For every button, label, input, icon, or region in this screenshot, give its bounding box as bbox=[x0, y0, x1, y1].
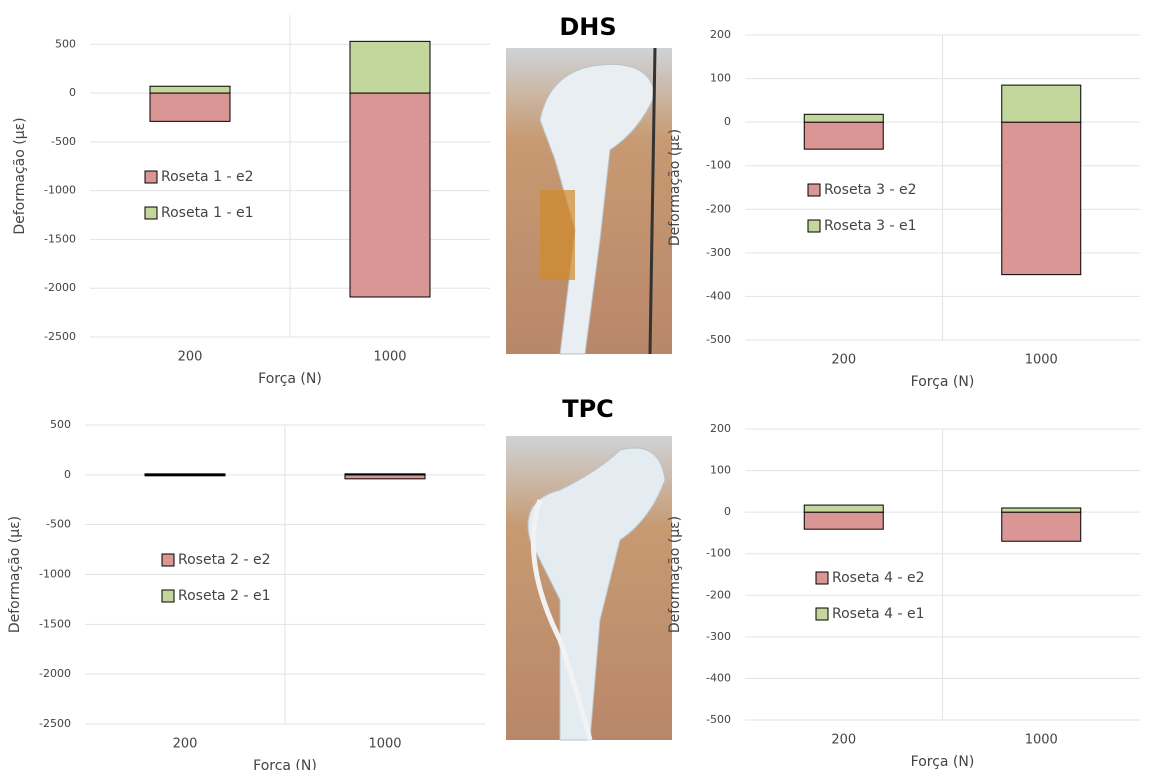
x-axis-label: Força (N) bbox=[253, 758, 317, 770]
x-tick-label: 1000 bbox=[1025, 353, 1058, 368]
y-axis-label: Deformação (µε) bbox=[12, 117, 28, 234]
bar-segment bbox=[150, 93, 230, 121]
legend-swatch bbox=[808, 184, 820, 196]
y-tick-label: -200 bbox=[706, 202, 731, 215]
bar-segment bbox=[1002, 122, 1081, 275]
y-tick-label: 500 bbox=[55, 37, 76, 50]
photo-tpc bbox=[506, 436, 672, 740]
legend-label: Roseta 3 - e1 bbox=[824, 218, 916, 234]
legend-label: Roseta 2 - e2 bbox=[178, 552, 270, 568]
y-tick-label: -300 bbox=[706, 630, 731, 643]
photo-dhs bbox=[506, 48, 672, 354]
x-axis-label: Força (N) bbox=[911, 754, 975, 770]
y-tick-label: 100 bbox=[710, 72, 731, 85]
bar-segment bbox=[1002, 508, 1081, 512]
legend-swatch bbox=[145, 207, 157, 219]
y-tick-label: -400 bbox=[706, 671, 731, 684]
bar-segment bbox=[345, 475, 425, 479]
x-axis-label: Força (N) bbox=[258, 371, 322, 387]
legend-swatch bbox=[162, 590, 174, 602]
bar-segment bbox=[350, 41, 430, 93]
legend-swatch bbox=[816, 608, 828, 620]
panel-label: TPC bbox=[562, 395, 614, 423]
legend-label: Roseta 4 - e2 bbox=[832, 570, 924, 586]
y-tick-label: -2500 bbox=[44, 330, 76, 343]
x-tick-label: 200 bbox=[831, 353, 856, 368]
y-tick-label: 0 bbox=[724, 115, 731, 128]
y-tick-label: -2000 bbox=[44, 281, 76, 294]
bar-segment bbox=[804, 512, 883, 529]
y-axis-label: Deformação (µε) bbox=[667, 516, 683, 633]
y-tick-label: 200 bbox=[710, 422, 731, 435]
legend-swatch bbox=[162, 554, 174, 566]
y-tick-label: -1000 bbox=[44, 184, 76, 197]
legend-swatch bbox=[145, 171, 157, 183]
x-tick-label: 200 bbox=[173, 737, 198, 752]
y-tick-label: 100 bbox=[710, 464, 731, 477]
y-tick-label: -500 bbox=[46, 518, 71, 531]
x-tick-label: 200 bbox=[178, 350, 203, 365]
y-tick-label: -400 bbox=[706, 289, 731, 302]
bar-segment bbox=[1002, 85, 1081, 122]
legend-label: Roseta 4 - e1 bbox=[832, 606, 924, 622]
x-axis-label: Força (N) bbox=[911, 374, 975, 390]
x-tick-label: 1000 bbox=[373, 350, 406, 365]
y-tick-label: -200 bbox=[706, 588, 731, 601]
legend-label: Roseta 1 - e2 bbox=[161, 169, 253, 185]
y-tick-label: 0 bbox=[69, 86, 76, 99]
panel-label: DHS bbox=[559, 13, 616, 41]
bar-segment bbox=[345, 474, 425, 475]
y-tick-label: -500 bbox=[706, 333, 731, 346]
y-axis-label: Deformação (µε) bbox=[667, 129, 683, 246]
legend-swatch bbox=[808, 220, 820, 232]
x-tick-label: 1000 bbox=[368, 737, 401, 752]
bar-segment bbox=[350, 93, 430, 297]
y-tick-label: -100 bbox=[706, 547, 731, 560]
legend-swatch bbox=[816, 572, 828, 584]
y-tick-label: -300 bbox=[706, 246, 731, 259]
y-tick-label: -1500 bbox=[44, 232, 76, 245]
bar-segment bbox=[150, 86, 230, 93]
y-tick-label: 0 bbox=[64, 468, 71, 481]
bar-segment bbox=[804, 505, 883, 512]
bar-segment bbox=[804, 122, 883, 149]
y-tick-label: -100 bbox=[706, 159, 731, 172]
legend-label: Roseta 2 - e1 bbox=[178, 588, 270, 604]
y-tick-label: 200 bbox=[710, 28, 731, 41]
legend-label: Roseta 1 - e1 bbox=[161, 205, 253, 221]
figure: DHS TPC -2500-2000-1500-1000-50005002001… bbox=[0, 0, 1150, 770]
y-tick-label: -1500 bbox=[39, 617, 71, 630]
y-tick-label: -500 bbox=[51, 135, 76, 148]
bar-segment bbox=[804, 114, 883, 122]
y-tick-label: -500 bbox=[706, 713, 731, 726]
y-tick-label: -1000 bbox=[39, 568, 71, 581]
y-tick-label: 500 bbox=[50, 418, 71, 431]
y-tick-label: -2500 bbox=[39, 717, 71, 730]
y-tick-label: 0 bbox=[724, 505, 731, 518]
bar-segment bbox=[145, 474, 225, 475]
y-axis-label: Deformação (µε) bbox=[7, 516, 23, 633]
legend-label: Roseta 3 - e2 bbox=[824, 182, 916, 198]
bar-segment bbox=[1002, 512, 1081, 541]
y-tick-label: -2000 bbox=[39, 667, 71, 680]
x-tick-label: 1000 bbox=[1025, 733, 1058, 748]
x-tick-label: 200 bbox=[831, 733, 856, 748]
